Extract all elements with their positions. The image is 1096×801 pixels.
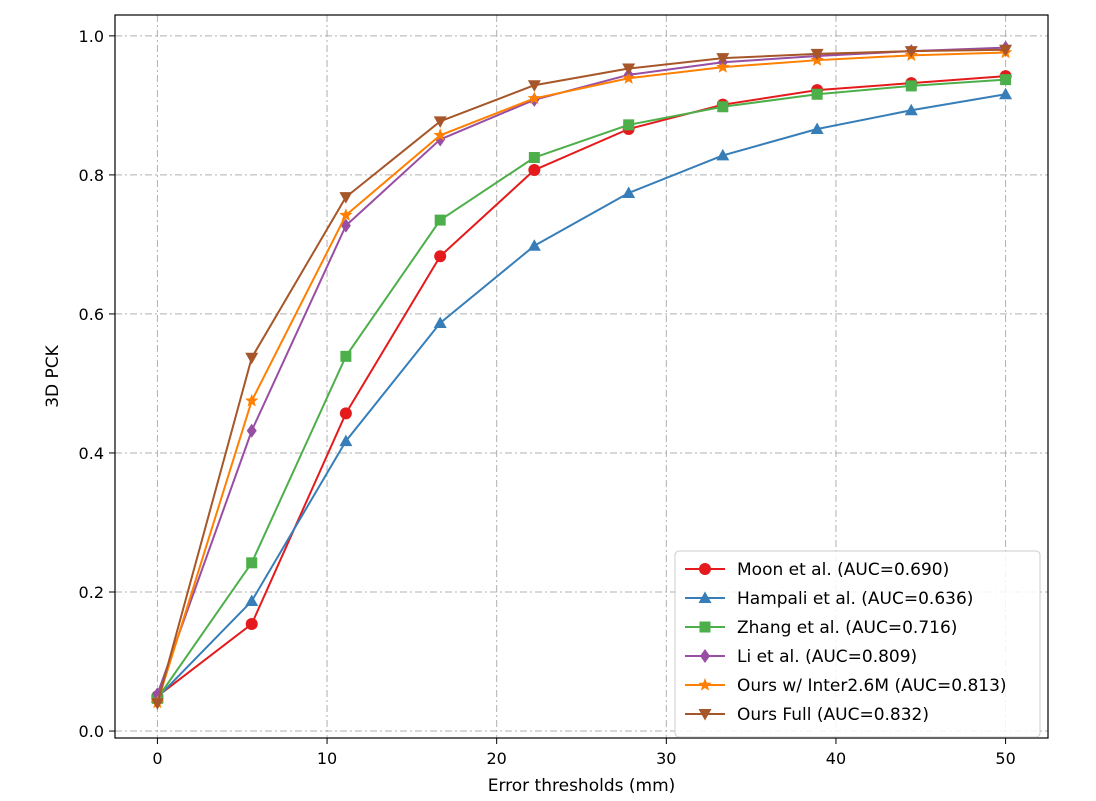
data-point: [246, 557, 258, 569]
x-axis-title: Error thresholds (mm): [488, 776, 676, 796]
legend-marker: [698, 591, 712, 603]
data-point: [246, 423, 257, 438]
data-point: [623, 119, 635, 131]
data-point: [622, 63, 636, 76]
data-point: [999, 87, 1013, 100]
x-tick-label: 30: [656, 749, 676, 768]
legend-marker: [698, 678, 712, 691]
data-point: [716, 148, 730, 161]
data-point: [904, 46, 918, 58]
legend-item: Li et al. (AUC=0.809): [685, 647, 917, 667]
x-tick-label: 50: [995, 749, 1015, 768]
data-point: [810, 122, 824, 135]
x-tick-label: 10: [317, 749, 337, 768]
data-point: [245, 393, 259, 407]
legend-item: Moon et al. (AUC=0.690): [685, 560, 949, 580]
legend-marker: [699, 621, 711, 633]
data-point: [433, 128, 447, 141]
data-point: [527, 91, 541, 105]
data-point: [810, 48, 824, 61]
series-line: [156, 75, 1006, 698]
data-point: [716, 60, 730, 73]
series-line: [156, 46, 1006, 695]
y-axis-title: 3D PCK: [43, 344, 63, 407]
legend-label: Ours Full (AUC=0.832): [737, 705, 929, 725]
x-tick-label: 20: [487, 749, 507, 768]
legend-item: Hampali et al. (AUC=0.636): [685, 589, 973, 609]
legend-marker: [700, 649, 710, 663]
series-6: [150, 44, 1013, 710]
x-tick-label: 0: [152, 749, 162, 768]
legend-frame: [674, 550, 1041, 738]
legend-label: Moon et al. (AUC=0.690): [737, 560, 949, 580]
data-point: [150, 698, 164, 710]
data-point: [527, 80, 541, 92]
data-point: [717, 101, 729, 113]
legend-label: Zhang et al. (AUC=0.716): [737, 618, 957, 638]
y-tick-label: 0.8: [79, 166, 104, 185]
legend-label: Hampali et al. (AUC=0.636): [737, 589, 973, 609]
data-point: [245, 594, 259, 607]
data-point: [433, 116, 447, 128]
series-line: [156, 48, 1006, 704]
series-line: [156, 51, 1006, 703]
data-point: [339, 407, 352, 420]
series-group: [150, 40, 1013, 710]
axes-ticks: 0 10 20 30 40 50 0.0 0.2 0.4 0.6 0.8 1.0: [79, 27, 1016, 768]
data-point: [622, 71, 636, 84]
data-point: [339, 192, 353, 204]
data-point: [527, 239, 541, 251]
legend-item: Zhang et al. (AUC=0.716): [685, 618, 957, 638]
data-point: [245, 352, 259, 365]
data-point: [528, 152, 540, 164]
data-point: [245, 617, 258, 630]
legend-item: Ours Full (AUC=0.832): [685, 705, 929, 725]
legend-label: Li et al. (AUC=0.809): [737, 647, 917, 667]
grid: [115, 15, 1048, 738]
data-point: [716, 53, 730, 65]
plot-frame: [114, 14, 1049, 739]
data-point: [1000, 74, 1012, 86]
data-point: [434, 250, 447, 263]
y-tick-label: 0.0: [79, 722, 104, 741]
legend-marker: [699, 563, 711, 575]
y-tick-label: 0.4: [79, 444, 104, 463]
data-point: [905, 80, 917, 92]
y-tick-label: 0.2: [79, 583, 104, 602]
data-point: [904, 103, 918, 116]
x-tick-label: 40: [826, 749, 846, 768]
legend-label: Ours w/ Inter2.6M (AUC=0.813): [737, 676, 1007, 696]
series-line: [156, 78, 1006, 699]
data-point: [340, 350, 352, 362]
series-line: [156, 93, 1006, 699]
data-point: [528, 164, 541, 177]
y-tick-label: 1.0: [79, 27, 104, 46]
data-point: [339, 434, 353, 447]
legend-item: Ours w/ Inter2.6M (AUC=0.813): [685, 676, 1007, 696]
y-tick-label: 0.6: [79, 305, 104, 324]
data-point: [811, 88, 823, 100]
data-point: [433, 316, 447, 328]
series-2: [150, 87, 1013, 703]
data-point: [622, 186, 636, 198]
data-point: [339, 208, 353, 221]
legend: Moon et al. (AUC=0.690) Hampali et al. (A…: [674, 550, 1041, 738]
data-point: [999, 44, 1013, 57]
data-point: [434, 214, 446, 226]
legend-marker: [698, 709, 712, 721]
